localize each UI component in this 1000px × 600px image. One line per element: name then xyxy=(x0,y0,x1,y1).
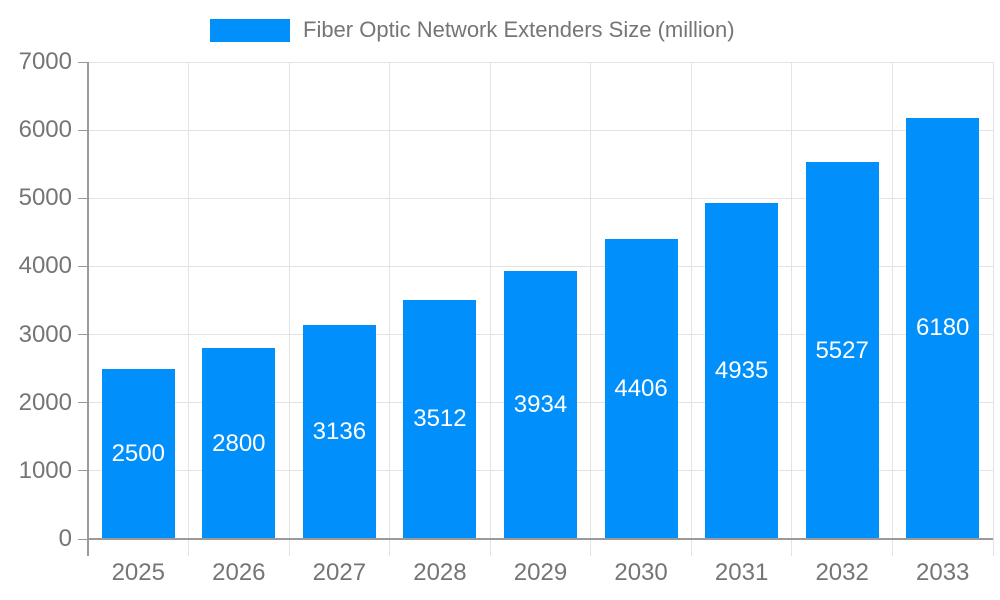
bar[interactable]: 4935 xyxy=(705,202,779,539)
x-axis-tick xyxy=(791,539,793,556)
legend-label: Fiber Optic Network Extenders Size (mill… xyxy=(303,17,735,42)
gridline-horizontal xyxy=(88,129,993,131)
bar[interactable]: 3512 xyxy=(403,299,477,539)
bar[interactable]: 6180 xyxy=(906,117,980,539)
gridline-horizontal xyxy=(88,265,993,267)
bar-value-label: 4935 xyxy=(714,356,769,384)
y-axis-tick xyxy=(78,470,88,472)
x-axis-category-label: 2025 xyxy=(111,559,165,586)
bar-value-label: 3136 xyxy=(312,418,367,446)
bar[interactable]: 2500 xyxy=(101,368,175,539)
gridline-vertical xyxy=(791,62,793,539)
y-axis-tick xyxy=(78,129,88,131)
y-axis-tick-label: 1000 xyxy=(18,456,72,484)
x-axis-line xyxy=(88,538,993,540)
bar-value-label: 2500 xyxy=(111,439,165,467)
x-axis-category-label: 2028 xyxy=(413,559,467,586)
y-axis-tick-label: 0 xyxy=(58,525,72,552)
bar-value-label: 3512 xyxy=(413,405,467,433)
x-axis-tick xyxy=(891,539,893,556)
bar[interactable]: 4406 xyxy=(604,238,678,539)
gridline-vertical xyxy=(489,62,491,539)
y-axis-tick xyxy=(78,334,88,336)
bar-value-label: 6180 xyxy=(916,314,970,342)
gridline-vertical xyxy=(690,62,692,539)
gridline-horizontal xyxy=(88,197,993,199)
x-axis-tick xyxy=(288,539,290,556)
x-axis-tick xyxy=(389,539,391,556)
bar[interactable]: 5527 xyxy=(805,162,879,539)
bar-value-label: 5527 xyxy=(815,336,869,364)
gridline-vertical xyxy=(891,62,893,539)
x-axis-tick xyxy=(489,539,491,556)
x-axis-category-label: 2030 xyxy=(614,559,668,586)
y-axis-tick xyxy=(78,197,88,199)
x-axis-tick xyxy=(690,539,692,556)
bar-value-label: 2800 xyxy=(212,429,266,457)
bar[interactable]: 2800 xyxy=(202,348,276,539)
x-axis-category-label: 2027 xyxy=(312,559,367,586)
y-axis-tick-label: 4000 xyxy=(18,252,72,280)
x-axis-tick xyxy=(188,539,190,556)
y-axis-tick xyxy=(78,61,88,63)
x-axis-tick xyxy=(992,539,994,556)
y-axis-tick-label: 6000 xyxy=(18,116,72,144)
legend-item[interactable]: Fiber Optic Network Extenders Size (mill… xyxy=(210,17,735,43)
bar-value-label: 3934 xyxy=(513,390,568,418)
gridline-vertical xyxy=(590,62,592,539)
x-axis-category-label: 2029 xyxy=(513,559,568,586)
gridline-vertical xyxy=(188,62,190,539)
bar-value-label: 4406 xyxy=(614,374,668,402)
legend-swatch xyxy=(210,18,290,42)
x-axis-category-label: 2032 xyxy=(815,559,869,586)
x-axis-category-label: 2031 xyxy=(714,559,769,586)
x-axis-category-label: 2033 xyxy=(916,559,970,586)
y-axis-tick xyxy=(78,402,88,404)
bar[interactable]: 3136 xyxy=(302,325,376,539)
gridline-vertical xyxy=(389,62,391,539)
y-axis-tick xyxy=(78,265,88,267)
bar[interactable]: 3934 xyxy=(504,270,577,539)
x-axis-category-label: 2026 xyxy=(212,559,266,586)
gridline-horizontal xyxy=(88,61,993,63)
y-axis-line xyxy=(87,62,89,556)
y-axis-tick-label: 7000 xyxy=(18,48,72,75)
gridline-vertical xyxy=(992,62,994,539)
y-axis-tick-label: 2000 xyxy=(18,388,72,416)
y-axis-tick-label: 5000 xyxy=(18,184,72,212)
y-axis-tick xyxy=(78,538,88,540)
x-axis-tick xyxy=(590,539,592,556)
gridline-vertical xyxy=(288,62,290,539)
y-axis-tick-label: 3000 xyxy=(18,320,72,348)
